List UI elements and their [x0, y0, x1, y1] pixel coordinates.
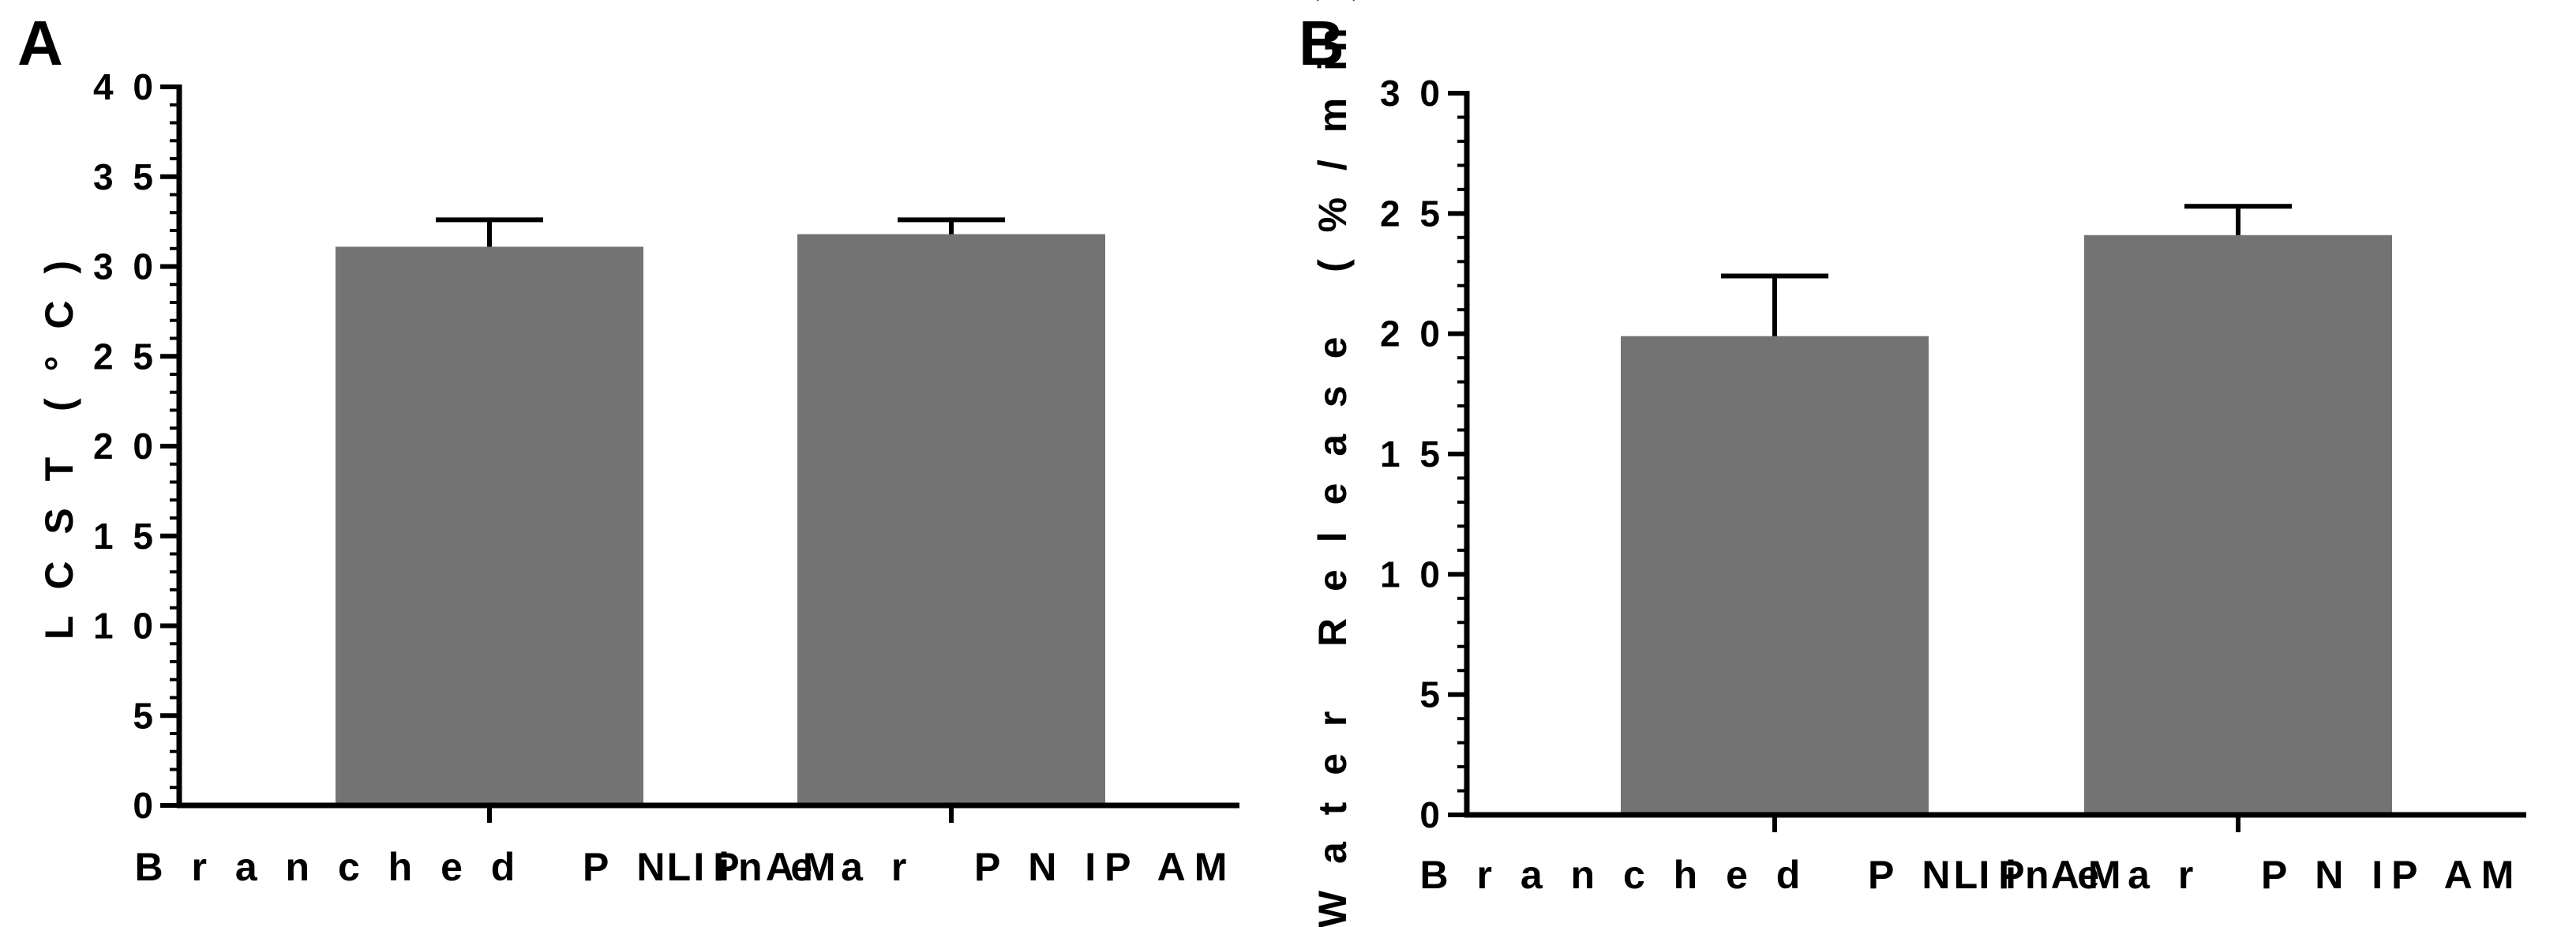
- y-tick-label: 3 0: [93, 246, 158, 287]
- x-category-label: L in e a r P N IP AM: [1954, 853, 2523, 897]
- y-tick-label: 2 5: [1380, 193, 1445, 234]
- y-tick-label: 0: [1419, 794, 1445, 835]
- x-category-label: B r a n c h e d P N IP AM: [1419, 853, 2129, 897]
- x-category-label: L in e a r P N IP AM: [667, 845, 1236, 889]
- y-tick-label: 1 5: [1380, 433, 1445, 475]
- y-tick-label: 2 0: [93, 426, 158, 467]
- y-tick-label: 1 0: [1380, 554, 1445, 595]
- y-axis-title: W a t e r R e l e a s e ( % / m in ): [1310, 0, 1355, 927]
- y-tick-label: 1 5: [93, 516, 158, 557]
- error-bar-1: [436, 217, 543, 247]
- y-tick-label: 3 0: [1380, 73, 1445, 114]
- x-category-label: B r a n c h e d P N IP AM: [134, 845, 844, 889]
- error-bar-2: [2184, 204, 2292, 235]
- bar-1: [1621, 336, 1929, 815]
- bar-2: [797, 234, 1105, 805]
- panel-a: A 0 5 1 0 1 5 2 0 2 5 3 0 3 5 4 0 B r a n c h e d …: [17, 8, 1239, 889]
- panel-label: A: [17, 8, 63, 78]
- bar-1: [336, 246, 643, 806]
- bar-2: [2084, 235, 2392, 816]
- panel-b: B 0 5 1 0 1 5 2 0 2 5 3 0 B r a n c h e d P N IP…: [1299, 0, 2526, 927]
- y-tick-label: 5: [1419, 674, 1445, 715]
- y-tick-label: 3 5: [93, 156, 158, 197]
- y-axis-title: L C S T ( ° C ): [37, 253, 81, 640]
- y-tick-label: 2 5: [93, 336, 158, 377]
- y-tick-label: 1 0: [93, 606, 158, 647]
- y-tick-label: 5: [133, 695, 158, 736]
- error-bar-2: [898, 217, 1005, 235]
- y-tick-label: 4 0: [93, 66, 158, 107]
- y-tick-label: 2 0: [1380, 313, 1445, 355]
- y-tick-label: 0: [133, 785, 158, 826]
- panel-label: B: [1299, 8, 1344, 78]
- error-bar-1: [1721, 273, 1828, 336]
